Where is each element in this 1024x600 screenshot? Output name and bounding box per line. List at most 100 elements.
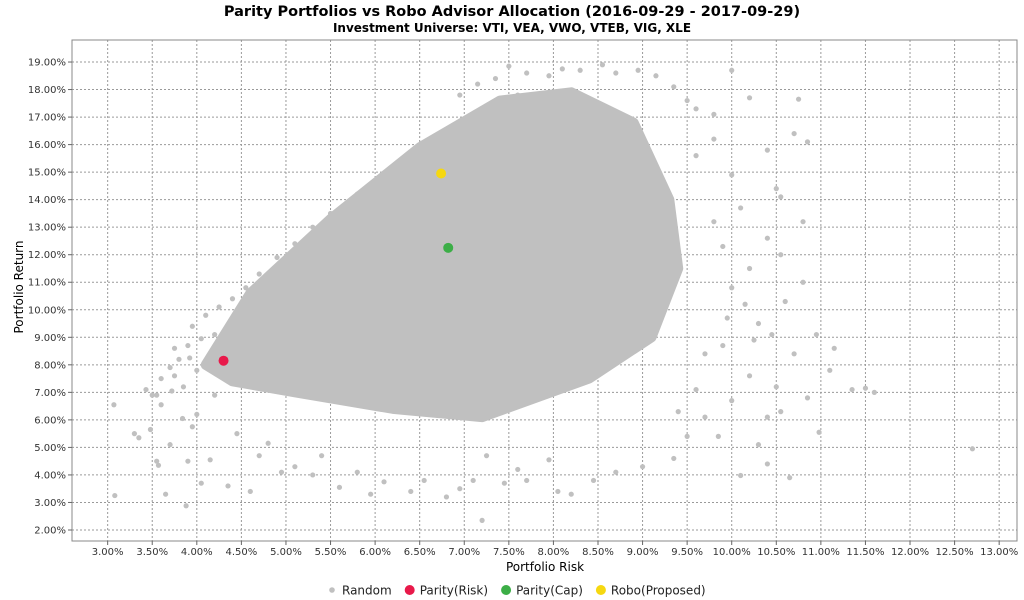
random-point — [969, 446, 976, 452]
x-tick-label: 12.50% — [936, 547, 974, 558]
y-tick-label: 17.00% — [28, 113, 66, 124]
y-tick-label: 13.00% — [28, 223, 66, 234]
y-tick-label: 9.00% — [34, 333, 66, 344]
x-tick-label: 7.00% — [448, 547, 480, 558]
random-point — [675, 409, 681, 415]
random-point — [684, 433, 690, 439]
random-point — [724, 315, 730, 321]
legend[interactable]: Random Parity(Risk) Parity(Cap) Robo(Propos… — [329, 584, 706, 598]
x-tick-label: 6.00% — [359, 547, 391, 558]
x-tick-label: 8.50% — [582, 547, 614, 558]
random-point — [274, 254, 280, 261]
random-point — [791, 351, 797, 357]
x-tick-label: 3.00% — [92, 547, 124, 558]
x-tick-label: 3.50% — [136, 547, 168, 558]
random-point — [147, 426, 154, 433]
random-point — [568, 491, 574, 497]
random-point — [800, 219, 806, 225]
y-tick-label: 2.00% — [34, 525, 66, 536]
random-point — [782, 298, 788, 305]
legend-item-parity-risk[interactable]: Parity(Risk) — [404, 584, 488, 598]
legend-label: Robo(Proposed) — [611, 584, 706, 598]
random-point — [804, 395, 811, 401]
random-point — [778, 194, 784, 200]
y-tick-label: 5.00% — [34, 443, 66, 454]
y-tick-label: 6.00% — [34, 415, 66, 426]
legend-item-random[interactable]: Random — [329, 584, 392, 598]
random-point — [131, 431, 138, 437]
random-point — [189, 323, 195, 329]
random-point — [163, 491, 169, 497]
random-point — [693, 106, 699, 112]
random-point — [746, 95, 753, 101]
random-point — [755, 442, 762, 448]
random-point — [336, 484, 343, 490]
random-point — [216, 304, 222, 310]
random-point — [764, 461, 770, 467]
random-point — [671, 455, 677, 462]
plot-frame — [71, 39, 1018, 542]
x-tick-label: 10.50% — [757, 547, 795, 558]
random-point — [475, 81, 481, 87]
random-point — [773, 186, 779, 192]
random-point — [751, 337, 757, 343]
random-point — [265, 440, 271, 446]
legend-marker — [595, 585, 606, 595]
random-point — [831, 345, 837, 351]
random-point — [167, 442, 173, 448]
legend-item-robo-proposed[interactable]: Robo(Proposed) — [595, 584, 706, 598]
random-point — [764, 414, 770, 420]
x-tick-label: 9.00% — [627, 547, 659, 558]
random-point — [635, 67, 641, 73]
random-point — [198, 480, 204, 486]
random-point — [319, 453, 325, 459]
random-point — [212, 331, 218, 338]
random-point — [693, 386, 699, 393]
random-point — [292, 241, 298, 247]
random-point — [198, 336, 204, 342]
random-point — [183, 503, 189, 509]
random-point — [354, 191, 360, 197]
legend-label: Parity(Cap) — [516, 584, 583, 598]
random-point — [149, 392, 155, 398]
legend-marker — [329, 587, 335, 593]
random-point — [613, 469, 619, 475]
random-point — [546, 457, 552, 463]
random-point — [158, 375, 164, 382]
random-point — [729, 67, 735, 73]
random-point — [639, 464, 646, 470]
y-tick-label: 4.00% — [34, 470, 66, 481]
y-tick-label: 14.00% — [28, 195, 66, 206]
y-tick-label: 18.00% — [28, 85, 66, 96]
random-point — [773, 384, 779, 390]
y-tick-label: 15.00% — [28, 168, 66, 179]
y-tick-label: 7.00% — [34, 388, 66, 399]
random-point — [742, 301, 748, 307]
random-point — [136, 435, 142, 441]
random-point — [827, 367, 833, 373]
random-point — [555, 488, 561, 495]
x-tick-label: 5.50% — [315, 547, 347, 558]
random-point — [372, 180, 378, 186]
random-point — [577, 67, 583, 73]
x-tick-label: 10.00% — [713, 547, 751, 558]
random-point — [171, 373, 178, 379]
random-point — [185, 342, 191, 349]
random-point — [111, 402, 117, 408]
random-point — [816, 429, 822, 435]
random-point — [470, 477, 476, 484]
random-point — [207, 457, 213, 463]
random-point — [738, 472, 744, 479]
random-point — [169, 388, 175, 394]
x-tick-label: 4.50% — [225, 547, 257, 558]
points-layer — [111, 62, 976, 523]
random-point — [671, 84, 677, 90]
x-tick-label: 12.00% — [891, 547, 929, 558]
random-point — [711, 136, 717, 142]
random-point — [804, 139, 811, 145]
x-tick-label: 8.00% — [538, 547, 570, 558]
x-tick-label: 11.00% — [802, 547, 840, 558]
legend-item-parity-cap[interactable]: Parity(Cap) — [501, 584, 583, 598]
random-point — [795, 96, 802, 102]
